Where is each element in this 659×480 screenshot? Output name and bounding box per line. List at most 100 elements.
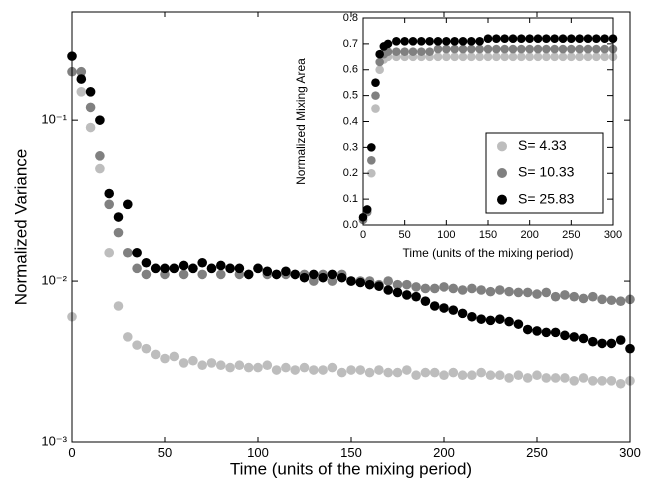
data-point: [392, 279, 403, 290]
data-point: [597, 294, 607, 305]
data-point: [457, 285, 468, 295]
data-point: [392, 367, 403, 378]
data-point: [458, 52, 468, 62]
data-point: [558, 34, 568, 43]
data-point: [225, 362, 235, 373]
data-point: [327, 362, 338, 373]
data-point: [592, 44, 601, 54]
data-point: [575, 34, 584, 43]
data-point: [123, 247, 133, 258]
data-point: [76, 74, 87, 84]
data-point: [500, 52, 509, 62]
y-tick-label: 10⁻³: [41, 433, 67, 448]
data-point: [371, 104, 380, 113]
data-point: [592, 34, 601, 43]
data-point: [420, 367, 431, 378]
data-point: [492, 44, 501, 54]
data-point: [508, 52, 518, 62]
x-tick-label: 150: [479, 229, 497, 241]
data-point: [95, 151, 105, 161]
data-point: [450, 36, 459, 46]
data-point: [113, 301, 124, 311]
data-point: [367, 156, 376, 165]
data-point: [606, 338, 617, 349]
data-point: [600, 34, 609, 43]
data-point: [309, 269, 319, 280]
data-point: [439, 303, 449, 313]
data-point: [225, 263, 235, 274]
data-point: [583, 34, 593, 43]
data-point: [243, 269, 254, 280]
data-point: [197, 269, 207, 280]
data-point: [383, 367, 394, 378]
data-point: [281, 362, 291, 373]
data-point: [392, 287, 403, 298]
data-point: [588, 291, 598, 302]
data-point: [262, 360, 273, 371]
data-point: [597, 338, 607, 349]
y-tick-label: 0.4: [343, 115, 358, 127]
data-point: [578, 293, 589, 304]
data-point: [85, 102, 96, 113]
x-tick-label: 0: [68, 445, 75, 460]
data-point: [371, 78, 380, 87]
data-point: [141, 257, 152, 268]
data-point: [392, 47, 401, 56]
data-point: [355, 277, 366, 288]
data-point: [150, 349, 161, 360]
data-point: [483, 34, 493, 43]
data-point: [95, 163, 105, 174]
data-point: [550, 52, 559, 62]
data-point: [417, 47, 426, 56]
data-point: [188, 263, 198, 274]
data-point: [355, 365, 366, 375]
data-point: [336, 367, 347, 378]
data-point: [457, 370, 468, 381]
x-tick-label: 100: [437, 229, 455, 241]
data-point: [375, 65, 384, 75]
data-point: [483, 44, 493, 54]
data-point: [550, 34, 559, 43]
data-point: [513, 319, 524, 329]
data-point: [160, 353, 170, 364]
data-point: [476, 367, 487, 378]
data-point: [425, 36, 434, 46]
data-point: [178, 358, 189, 368]
data-point: [500, 44, 509, 54]
legend-marker: [497, 194, 507, 205]
y-tick-label: 0.7: [343, 38, 358, 50]
data-point: [402, 279, 412, 290]
data-point: [132, 263, 142, 274]
legend-label: S= 4.33: [518, 137, 567, 153]
data-point: [492, 52, 501, 62]
data-point: [417, 36, 426, 46]
data-point: [271, 269, 282, 280]
data-point: [383, 39, 393, 49]
data-point: [346, 365, 356, 375]
data-point: [281, 266, 291, 277]
y-tick-label: 0.2: [343, 167, 358, 179]
data-point: [615, 296, 626, 306]
data-point: [364, 279, 375, 290]
data-point: [439, 282, 449, 292]
data-point: [429, 367, 440, 378]
data-point: [433, 52, 443, 62]
data-point: [560, 330, 570, 341]
data-point: [290, 269, 301, 280]
data-point: [541, 373, 552, 383]
data-point: [569, 332, 579, 342]
data-point: [169, 351, 180, 362]
x-tick-label: 50: [158, 445, 172, 460]
data-point: [442, 36, 451, 46]
data-point: [533, 44, 543, 54]
data-point: [448, 283, 459, 294]
data-point: [517, 52, 526, 62]
data-point: [485, 286, 496, 297]
data-point: [575, 52, 584, 62]
data-point: [346, 276, 356, 286]
data-point: [541, 327, 552, 338]
data-point: [504, 316, 514, 327]
data-point: [588, 336, 598, 347]
data-point: [448, 305, 459, 315]
data-point: [522, 324, 533, 335]
